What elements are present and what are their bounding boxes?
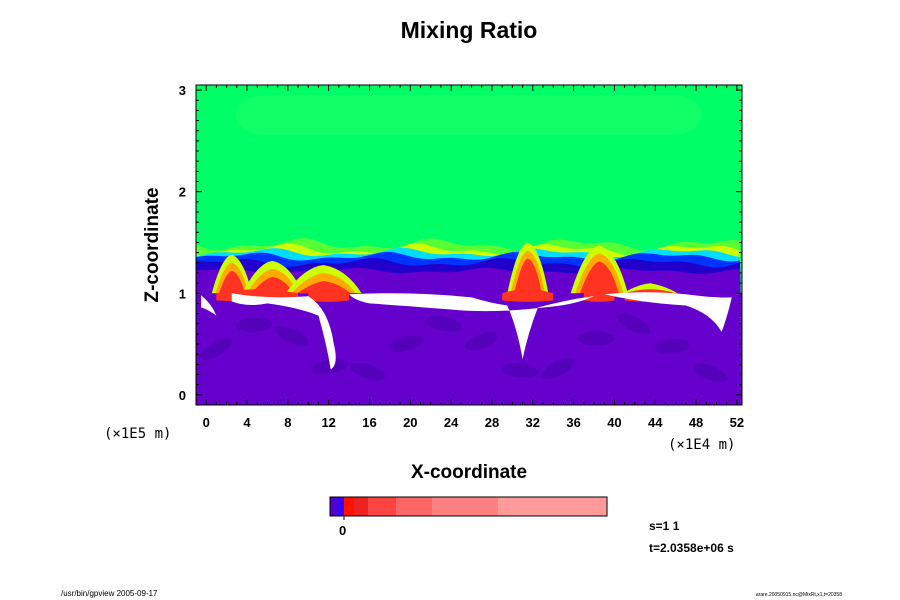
colorbar <box>329 496 608 520</box>
y-tick-label: 2 <box>179 185 186 200</box>
x-tick-label: 28 <box>485 415 499 430</box>
eddy-swirl <box>350 362 386 381</box>
time-info: t=2.0358e+06 s <box>649 541 734 555</box>
colorbar-segment <box>368 497 396 516</box>
below-range-region <box>349 293 595 360</box>
eddy-swirl <box>617 313 651 335</box>
step-info: s=1 1 <box>649 519 680 533</box>
y-unit-label: (×1E5 m) <box>104 426 171 442</box>
colorbar-segment <box>396 497 432 516</box>
x-axis-label: X-coordinate <box>411 462 527 483</box>
eddy-swirl <box>693 363 727 382</box>
eddy-swirl <box>312 359 348 375</box>
plume-red <box>251 276 294 294</box>
eddy-swirl <box>275 326 309 346</box>
x-tick-label: 16 <box>362 415 376 430</box>
x-tick-label: 44 <box>648 415 663 430</box>
eddy-swirl <box>236 317 272 332</box>
eddy-swirl <box>465 331 499 351</box>
x-tick-label: 48 <box>689 415 703 430</box>
y-axis-ticks: 0 1 2 3 <box>179 83 742 403</box>
eddy-swirl <box>388 335 424 352</box>
colorbar-segment <box>432 497 498 516</box>
below-range-region <box>201 295 217 316</box>
colorbar-tick-label: 0 <box>339 523 346 538</box>
eddy-swirl <box>654 339 690 354</box>
eddy-swirl <box>200 338 232 360</box>
y-tick-label: 1 <box>179 286 186 301</box>
chart-title: Mixing Ratio <box>401 17 538 43</box>
eddy-swirl <box>541 358 575 379</box>
x-unit-label: (×1E4 m) <box>668 437 735 453</box>
footer-source: arare.20050915.nc@MixRt,x1,t=20358 <box>756 592 842 598</box>
colorbar-segment <box>344 497 354 516</box>
plume-red <box>578 261 621 299</box>
colorbar-segment <box>330 497 338 516</box>
x-tick-label: 0 <box>203 415 210 430</box>
x-tick-label: 20 <box>403 415 417 430</box>
y-axis-label: Z-coordinate <box>142 187 163 302</box>
x-tick-label: 4 <box>243 415 251 430</box>
heatmap-field <box>196 85 742 405</box>
inversion-red <box>502 289 554 302</box>
thermal-plume <box>242 260 303 294</box>
eddy-swirl <box>426 315 462 332</box>
plot-frame <box>195 84 743 406</box>
y-tick-label: 3 <box>179 83 186 98</box>
x-tick-label: 12 <box>321 415 335 430</box>
colorbar-segment <box>498 497 607 516</box>
x-tick-label: 36 <box>566 415 580 430</box>
inversion-red <box>583 289 615 302</box>
inversion-red <box>308 289 350 302</box>
x-tick-label: 24 <box>444 415 459 430</box>
below-range-region <box>231 293 336 370</box>
x-axis-ticks: 0 4 8 12 16 20 24 28 32 36 40 44 48 52 <box>195 85 744 430</box>
x-tick-label: 32 <box>526 415 540 430</box>
footer-command: /usr/bin/gpview 2005-09-17 <box>61 589 158 598</box>
green-band <box>236 95 702 135</box>
colorbar-segment <box>354 497 368 516</box>
x-tick-label: 40 <box>607 415 621 430</box>
x-tick-label: 8 <box>284 415 291 430</box>
y-tick-label: 0 <box>179 388 186 403</box>
eddy-swirl <box>578 331 614 346</box>
thermal-plume <box>569 245 630 299</box>
below-range-region <box>604 292 732 332</box>
eddy-swirl <box>502 362 538 378</box>
colorbar-frame <box>329 496 608 517</box>
x-tick-label: 52 <box>730 415 744 430</box>
colorbar-segment <box>338 497 344 516</box>
